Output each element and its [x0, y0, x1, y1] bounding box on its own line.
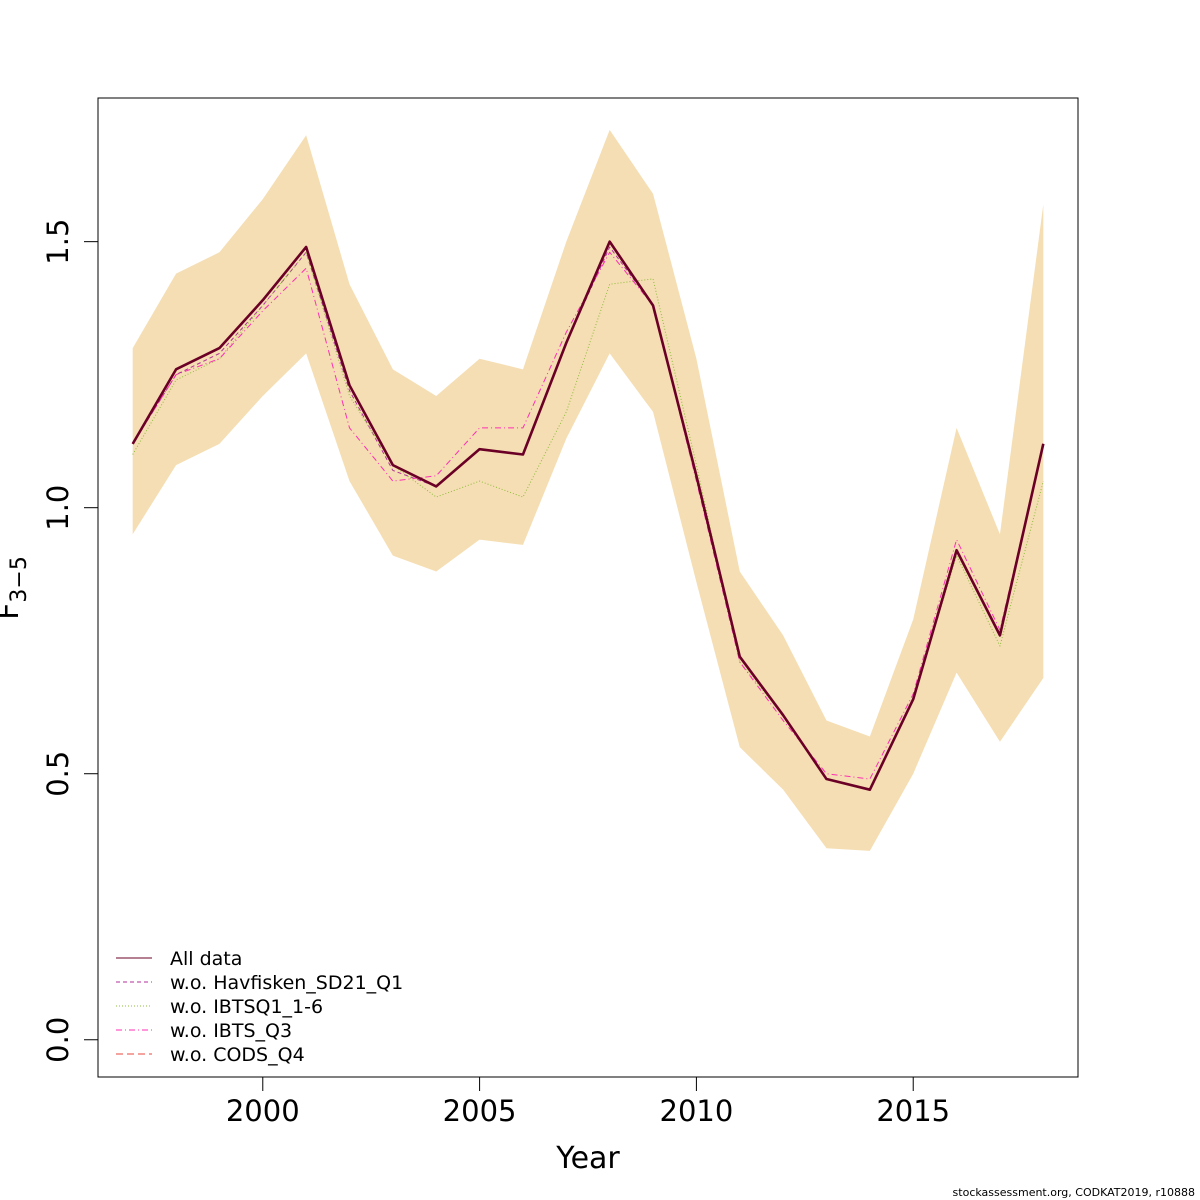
x-tick-label: 2010 [660, 1094, 734, 1128]
y-axis-title-main: F [0, 603, 26, 620]
y-axis-title-subscript: 3−5 [7, 556, 32, 602]
x-tick-label: 2005 [443, 1094, 517, 1128]
footer-credit: stockassessment.org, CODKAT2019, r10888 [953, 1186, 1195, 1199]
y-tick-label: 1.0 [41, 485, 75, 531]
y-axis-title: F3−5 [0, 556, 32, 620]
legend-label-2: w.o. IBTSQ1_1-6 [170, 996, 323, 1018]
x-axis: 2000 2005 2010 2015 [226, 1076, 950, 1128]
x-tick-label: 2015 [876, 1094, 950, 1128]
x-axis-title: Year [555, 1141, 620, 1176]
x-tick-label: 2000 [226, 1094, 300, 1128]
y-tick-label: 0.0 [41, 1017, 75, 1063]
series-line-0 [131, 240, 1045, 791]
y-tick-label: 1.5 [41, 219, 75, 265]
series-lines [131, 240, 1045, 791]
confidence-band-area [132, 129, 1044, 851]
legend-label-1: w.o. Havfisken_SD21_Q1 [170, 972, 403, 994]
legend-label-0: All data [170, 948, 242, 970]
confidence-band [132, 129, 1044, 851]
legend-label-4: w.o. CODS_Q4 [170, 1044, 305, 1066]
y-axis: 0.0 0.5 1.0 1.5 [41, 219, 99, 1063]
legend-label-3: w.o. IBTS_Q3 [170, 1020, 292, 1042]
y-tick-label: 0.5 [41, 751, 75, 797]
